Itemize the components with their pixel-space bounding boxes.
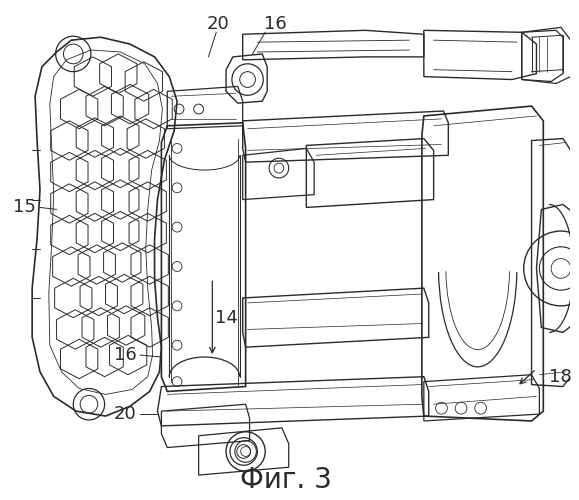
Text: 16: 16 [114, 346, 137, 364]
Text: 20: 20 [207, 16, 230, 34]
Text: Фиг. 3: Фиг. 3 [240, 466, 332, 494]
Text: 18: 18 [549, 368, 572, 386]
Text: 16: 16 [263, 16, 287, 34]
Text: 14: 14 [215, 308, 237, 326]
Text: 20: 20 [114, 405, 137, 423]
Text: 15: 15 [13, 198, 36, 216]
